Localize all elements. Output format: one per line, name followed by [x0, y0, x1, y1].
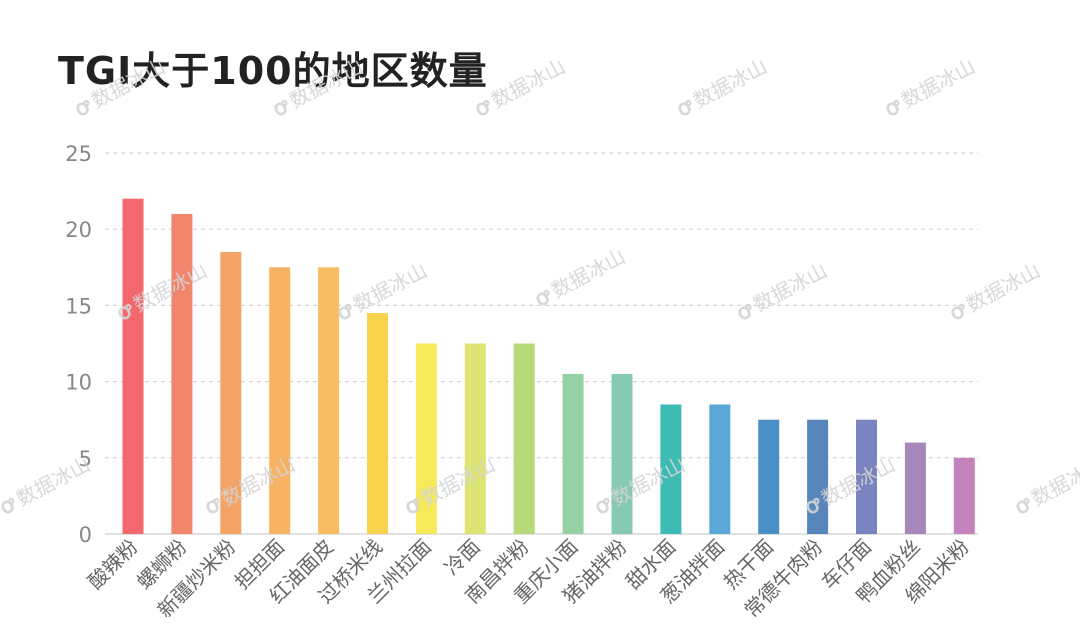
bar [513, 343, 535, 534]
bar [904, 442, 926, 534]
y-tick-label: 0 [79, 523, 92, 547]
bar [367, 313, 388, 534]
x-tick-label: 酸辣粉 [83, 535, 142, 594]
y-tick-label: 5 [79, 447, 92, 471]
bar [611, 373, 633, 534]
y-tick-label: 15 [65, 294, 92, 318]
bar [464, 343, 486, 534]
chart-title: TGI大于100的地区数量 [58, 49, 488, 93]
y-tick-label: 25 [65, 142, 92, 166]
bar [953, 457, 975, 534]
bar [807, 419, 829, 534]
bar [122, 198, 144, 534]
bar [318, 267, 340, 534]
bar [709, 404, 731, 534]
bar [415, 343, 437, 534]
bar [171, 213, 193, 534]
y-tick-label: 10 [65, 371, 92, 395]
bar [660, 404, 682, 534]
bar [758, 419, 780, 534]
bar [562, 373, 584, 534]
bar [220, 252, 242, 534]
bar [269, 267, 291, 534]
bar [856, 419, 877, 534]
y-tick-label: 20 [65, 218, 92, 242]
